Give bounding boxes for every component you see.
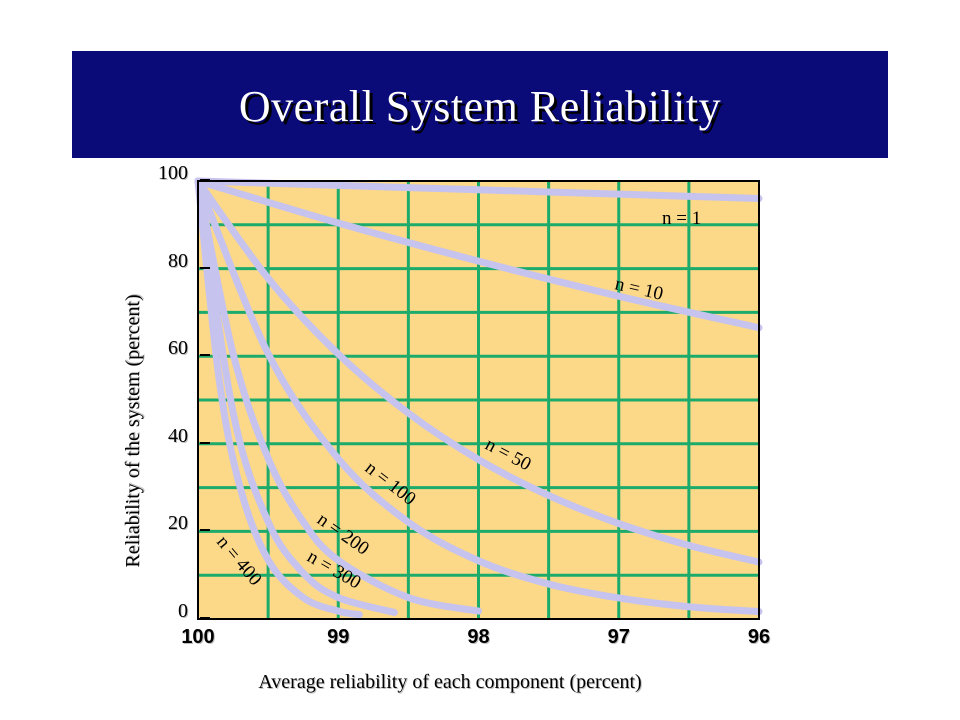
- grid: [198, 181, 759, 619]
- y-tick-mark: [200, 529, 210, 532]
- series-curve-2: [194, 177, 763, 332]
- x-tick-label: 98: [467, 626, 490, 648]
- y-tick-label: 80: [168, 249, 188, 272]
- y-tick-mark: [200, 617, 210, 619]
- x-tick-label: 100: [181, 626, 215, 648]
- y-tick-label: 20: [168, 512, 188, 535]
- series-curve-1: [194, 177, 763, 203]
- chart-title: Overall System Reliability: [238, 82, 722, 131]
- series-curve-3: [194, 177, 763, 566]
- y-tick-label: 60: [168, 337, 188, 360]
- y-tick-label: 100: [158, 162, 188, 184]
- y-tick-mark: [200, 441, 210, 444]
- plot-frame: [197, 180, 760, 620]
- series-curve-4: [194, 177, 763, 616]
- y-tick-label: 0: [178, 600, 188, 622]
- y-tick-mark: [200, 354, 210, 357]
- x-tick-label: 97: [607, 626, 630, 648]
- x-axis-label: Average reliability of each component (p…: [258, 671, 642, 693]
- y-tick-mark: [200, 179, 210, 181]
- title-banner: Overall System Reliability: [72, 51, 888, 158]
- x-tick-label: 99: [327, 626, 350, 648]
- series-label-1: n = 1: [662, 208, 701, 229]
- series-curves: [194, 177, 763, 619]
- y-tick-mark: [200, 266, 210, 269]
- series-curve-7: [194, 177, 363, 619]
- series-curve-5: [194, 177, 482, 615]
- series-curve-6: [194, 177, 398, 616]
- y-axis-label: Reliability of the system (percent): [122, 294, 144, 568]
- y-tick-label: 40: [168, 424, 188, 447]
- x-tick-label: 96: [747, 626, 771, 648]
